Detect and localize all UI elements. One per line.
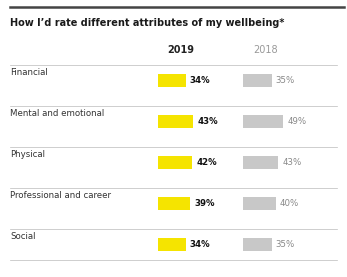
FancyBboxPatch shape (158, 157, 192, 169)
Text: 35%: 35% (276, 76, 295, 85)
Text: How I’d rate different attributes of my wellbeing*: How I’d rate different attributes of my … (10, 18, 285, 28)
Text: 34%: 34% (190, 76, 211, 85)
Text: Professional and career: Professional and career (10, 191, 111, 200)
Text: 43%: 43% (197, 117, 218, 126)
Text: Physical: Physical (10, 150, 45, 159)
Text: 34%: 34% (190, 240, 211, 249)
Text: 35%: 35% (276, 240, 295, 249)
FancyBboxPatch shape (158, 75, 186, 87)
FancyBboxPatch shape (158, 238, 186, 251)
Text: 39%: 39% (194, 199, 214, 208)
Text: 49%: 49% (287, 117, 306, 126)
FancyBboxPatch shape (243, 116, 283, 128)
Text: 2019: 2019 (167, 45, 194, 55)
FancyBboxPatch shape (243, 75, 272, 87)
Text: Financial: Financial (10, 68, 48, 77)
Text: 42%: 42% (196, 158, 217, 167)
FancyBboxPatch shape (243, 198, 276, 210)
Text: 40%: 40% (280, 199, 299, 208)
FancyBboxPatch shape (243, 238, 272, 251)
FancyBboxPatch shape (158, 116, 193, 128)
Text: Social: Social (10, 232, 36, 241)
FancyBboxPatch shape (243, 157, 278, 169)
FancyBboxPatch shape (158, 198, 190, 210)
Text: Mental and emotional: Mental and emotional (10, 109, 105, 118)
Text: 2018: 2018 (253, 45, 278, 55)
Text: 43%: 43% (282, 158, 302, 167)
